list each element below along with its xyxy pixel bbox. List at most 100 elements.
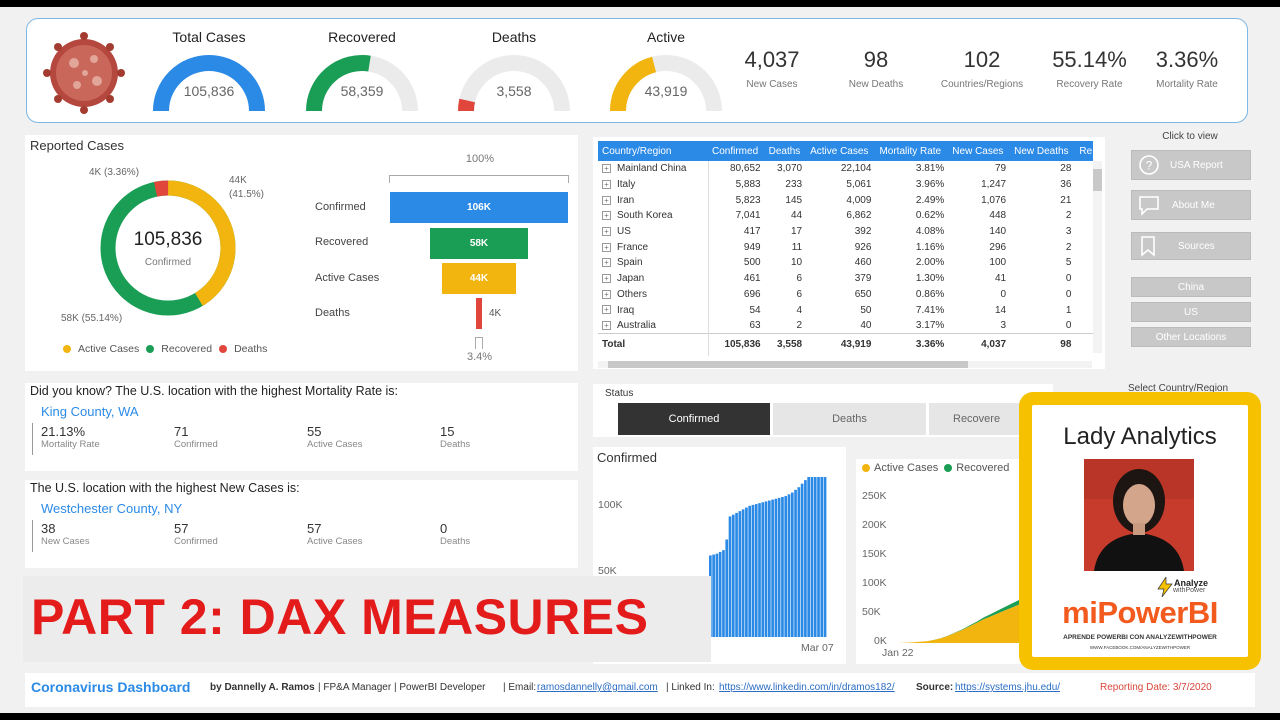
footer-linkedin-label: | Linked In: (666, 682, 715, 693)
col-active[interactable]: Active Cases (806, 141, 876, 161)
y-tick-200k: 200K (862, 519, 887, 531)
table-row[interactable]: + Iran 5,823 145 4,009 2.49% 1,076 21 (598, 192, 1093, 209)
expand-icon[interactable]: + (602, 242, 611, 252)
scroll-thumb[interactable] (608, 361, 968, 368)
card-value: 4,037 (744, 47, 800, 72)
cell-text: 100 (989, 257, 1007, 269)
card-label: Recovery Rate (1056, 79, 1123, 90)
donut-label-deaths: 4K (3.36%) (89, 167, 140, 178)
usa-report-label: USA Report (1170, 159, 1223, 171)
col-new-deaths[interactable]: New Deaths (1010, 141, 1076, 161)
expand-icon[interactable]: + (602, 164, 611, 174)
table-row[interactable]: + South Korea 7,041 44 6,862 0.62% 448 2 (598, 208, 1093, 224)
cell-text: 4 (796, 304, 803, 316)
cell-text: Total (602, 339, 626, 351)
expand-icon[interactable]: + (602, 258, 611, 268)
cell-text: Japan (617, 273, 645, 285)
cell-value: 5,061 (806, 177, 875, 193)
table-scrollbar-v[interactable] (1093, 161, 1102, 353)
about-me-button[interactable]: About Me (1131, 190, 1251, 220)
table-row[interactable]: + US 417 17 392 4.08% 140 3 (598, 223, 1093, 240)
expand-icon[interactable]: + (602, 274, 611, 284)
expand-icon[interactable]: + (602, 211, 611, 221)
gauge-value: 58,359 (340, 83, 384, 99)
footer-by: by Dannelly A. Ramos (210, 682, 315, 693)
col-mortality[interactable]: Mortality Rate (875, 141, 949, 161)
expand-icon[interactable]: + (602, 179, 611, 189)
cell-text: 0.86% (915, 288, 945, 300)
table-scrollbar-h[interactable] (598, 361, 1092, 368)
cell-text: 17 (790, 226, 803, 238)
col-new-cases[interactable]: New Cases (948, 141, 1011, 161)
expand-icon[interactable]: + (602, 195, 611, 205)
cell-value: 6 (765, 271, 806, 287)
us-label: US (1184, 306, 1198, 318)
sources-label: Sources (1178, 240, 1215, 252)
cell-value: 79 (948, 161, 1010, 177)
part2-banner: PART 2: DAX MEASURES (23, 576, 711, 662)
confirmed-bars (709, 477, 827, 637)
footer-linkedin-link[interactable]: https://www.linkedin.com/in/dramos182/ (719, 682, 895, 693)
other-locations-button[interactable]: Other Locations (1131, 327, 1251, 347)
cell-value: 41 (948, 271, 1010, 287)
stat-label: Confirmed (174, 439, 218, 450)
expand-icon[interactable]: + (602, 320, 611, 330)
cell-value: 1.16% (875, 239, 948, 255)
country-table[interactable]: Country/Region Confirmed Deaths Active C… (598, 141, 1093, 356)
china-button[interactable]: China (1131, 277, 1251, 297)
cell-text: 54 (749, 304, 761, 316)
scroll-thumb[interactable] (1093, 169, 1102, 191)
funnel-value: 58K (469, 238, 489, 249)
card-value: 3.36% (1155, 47, 1219, 72)
cell-text: 41 (994, 273, 1007, 285)
table-row[interactable]: + Italy 5,883 233 5,061 3.96% 1,247 36 (598, 176, 1093, 193)
location-divider (32, 520, 33, 552)
bar (761, 502, 765, 637)
cell-value: 21 (1010, 192, 1075, 208)
cell-text: 5,883 (735, 179, 761, 191)
cell-text: 80,652 (730, 163, 761, 175)
expand-icon[interactable]: + (602, 305, 611, 315)
stat-label: Mortality Rate (41, 439, 100, 450)
col-recovered[interactable]: Re (1075, 141, 1093, 161)
gauge-deaths: Deaths 3,558 (449, 29, 579, 119)
table-row[interactable]: + Japan 461 6 379 1.30% 41 0 (598, 270, 1093, 287)
sources-button[interactable]: Sources (1131, 232, 1251, 260)
x-tick-jan22: Jan 22 (882, 647, 914, 659)
table-row[interactable]: + Australia 63 2 40 3.17% 3 0 (598, 317, 1093, 334)
cell-text: 145 (785, 194, 803, 206)
footer-email-link[interactable]: ramosdannelly@gmail.com (537, 682, 658, 693)
new-cases-location[interactable]: Westchester County, NY (41, 501, 183, 516)
us-button[interactable]: US (1131, 302, 1251, 322)
expand-icon[interactable]: + (602, 289, 611, 299)
cell-text: South Korea (617, 210, 673, 222)
footer-source-link[interactable]: https://systems.jhu.edu/ (955, 682, 1061, 693)
cell-text: 22,104 (840, 163, 872, 175)
expand-icon[interactable]: + (602, 226, 611, 236)
cell-text: 3.36% (915, 339, 945, 351)
bar (781, 496, 784, 637)
cell-value: 2 (765, 318, 806, 334)
bar (800, 483, 804, 637)
table-row[interactable]: + Others 696 6 650 0.86% 0 0 (598, 286, 1093, 303)
table-total-row[interactable]: Total 105,836 3,558 43,919 3.36% 4,037 98 (598, 333, 1093, 356)
table-row[interactable]: + France 949 11 926 1.16% 296 2 (598, 239, 1093, 256)
cell-value: 392 (806, 224, 875, 240)
did-you-know-location[interactable]: King County, WA (41, 404, 139, 419)
legend-active-dot (63, 345, 71, 353)
cell-country: + US (598, 224, 708, 240)
table-row[interactable]: + Spain 500 10 460 2.00% 100 5 (598, 255, 1093, 271)
did-you-know-heading: Did you know? The U.S. location with the… (30, 384, 398, 398)
col-confirmed[interactable]: Confirmed (708, 141, 765, 161)
col-deaths[interactable]: Deaths (764, 141, 807, 161)
table-row[interactable]: + Mainland China 80,652 3,070 22,104 3.81% 79 2… (598, 161, 1093, 177)
tab-confirmed[interactable]: Confirmed (618, 403, 770, 435)
usa-report-button[interactable]: ? USA Report (1131, 150, 1251, 180)
cell-pad (1075, 255, 1093, 271)
cell-text: 5,061 (846, 179, 872, 191)
cell-text: 926 (854, 241, 872, 253)
tab-deaths[interactable]: Deaths (773, 403, 926, 435)
table-row[interactable]: + Iraq 54 4 50 7.41% 14 1 (598, 302, 1093, 318)
cell-pad (1075, 287, 1093, 303)
col-country[interactable]: Country/Region (598, 141, 708, 161)
